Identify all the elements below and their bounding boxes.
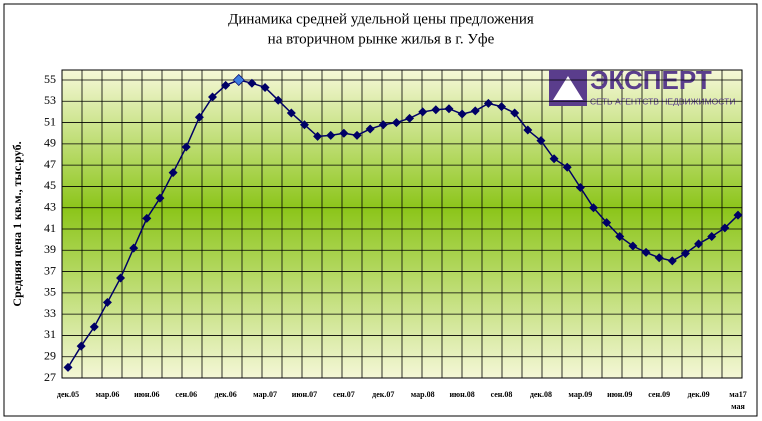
marker: [116, 273, 126, 283]
marker: [523, 125, 533, 135]
marker: [497, 102, 507, 112]
x-tick-label: дек.09: [687, 390, 709, 399]
y-tick-label: 33: [44, 306, 56, 320]
y-tick-label: 29: [44, 348, 56, 362]
marker: [260, 82, 270, 92]
marker: [457, 109, 467, 119]
marker: [232, 74, 245, 86]
marker: [470, 106, 480, 116]
marker: [181, 142, 191, 152]
logo-icon: [553, 76, 583, 100]
x-tick-label: мар.08: [411, 390, 435, 399]
marker: [615, 231, 625, 241]
marker: [536, 136, 546, 146]
y-tick-label: 41: [44, 221, 56, 235]
y-axis-label: Средняя цена 1 кв.м., тыс.руб.: [10, 141, 24, 306]
x-tick-label: дек.07: [372, 390, 394, 399]
x-tick-label: сен.06: [175, 390, 197, 399]
logo: ЭКСПЕРТ СЕТЬ АГЕНТСТВ НЕДВИЖИМОСТИ: [549, 65, 735, 106]
x-tick-label: сен.09: [648, 390, 670, 399]
marker: [654, 253, 664, 263]
marker: [194, 112, 204, 122]
marker: [602, 218, 612, 228]
x-tick-label: мар.06: [95, 390, 119, 399]
marker: [444, 104, 454, 114]
marker: [405, 113, 415, 123]
marker: [168, 168, 178, 178]
x-tick-label: дек.06: [215, 390, 237, 399]
marker: [129, 243, 139, 253]
chart-title: на вторичном рынке жилья в г. Уфе: [268, 31, 495, 47]
marker: [89, 322, 99, 332]
x-tick-label: сен.08: [491, 390, 513, 399]
marker: [575, 182, 585, 192]
y-tick-label: 43: [44, 199, 56, 213]
marker: [707, 231, 717, 241]
line: [67, 79, 739, 368]
marker: [694, 239, 704, 249]
y-tick-label: 53: [44, 93, 56, 107]
x-tick-label: июн.07: [292, 390, 317, 399]
marker: [365, 124, 375, 134]
y-tick-label: 55: [44, 72, 56, 86]
x-tick-label: июн.08: [449, 390, 474, 399]
marker: [286, 108, 296, 118]
marker: [273, 95, 283, 105]
x-tick-label: июн.06: [134, 390, 159, 399]
marker: [418, 107, 428, 117]
marker: [313, 131, 323, 141]
marker: [76, 341, 86, 351]
marker: [680, 248, 690, 258]
marker: [339, 128, 349, 138]
x-tick-label: дек.08: [530, 390, 552, 399]
y-tick-label: 37: [44, 263, 56, 277]
marker: [733, 210, 743, 220]
chart-title: Динамика средней удельной цены предложен…: [228, 11, 534, 27]
y-tick-label: 39: [44, 242, 56, 256]
marker: [391, 118, 401, 128]
y-tick-label: 27: [44, 370, 56, 384]
marker: [549, 154, 559, 164]
marker: [483, 98, 493, 108]
y-tick-label: 49: [44, 136, 56, 150]
marker: [102, 297, 112, 307]
y-tick-label: 51: [44, 114, 56, 128]
x-tick-label: ма17 мая: [729, 390, 746, 411]
marker: [208, 92, 218, 102]
y-tick-label: 45: [44, 178, 56, 192]
marker: [720, 223, 730, 233]
marker: [155, 193, 165, 203]
marker: [562, 162, 572, 172]
marker: [588, 203, 598, 213]
x-tick-label: дек.05: [57, 390, 79, 399]
x-tick-label: мар.07: [253, 390, 277, 399]
marker: [378, 120, 388, 130]
marker: [63, 362, 73, 372]
marker: [352, 130, 362, 140]
marker: [628, 241, 638, 251]
y-tick-label: 31: [44, 327, 56, 341]
marker: [299, 120, 309, 130]
marker: [510, 108, 520, 118]
x-tick-label: мар.09: [568, 390, 592, 399]
marker: [641, 247, 651, 257]
y-tick-label: 47: [44, 157, 56, 171]
marker: [431, 105, 441, 115]
y-tick-label: 35: [44, 285, 56, 299]
marker: [142, 213, 152, 223]
marker: [221, 80, 231, 90]
marker: [326, 130, 336, 140]
x-tick-label: июн.09: [607, 390, 632, 399]
marker: [247, 78, 257, 88]
x-tick-label: сен.07: [333, 390, 355, 399]
marker: [667, 256, 677, 266]
